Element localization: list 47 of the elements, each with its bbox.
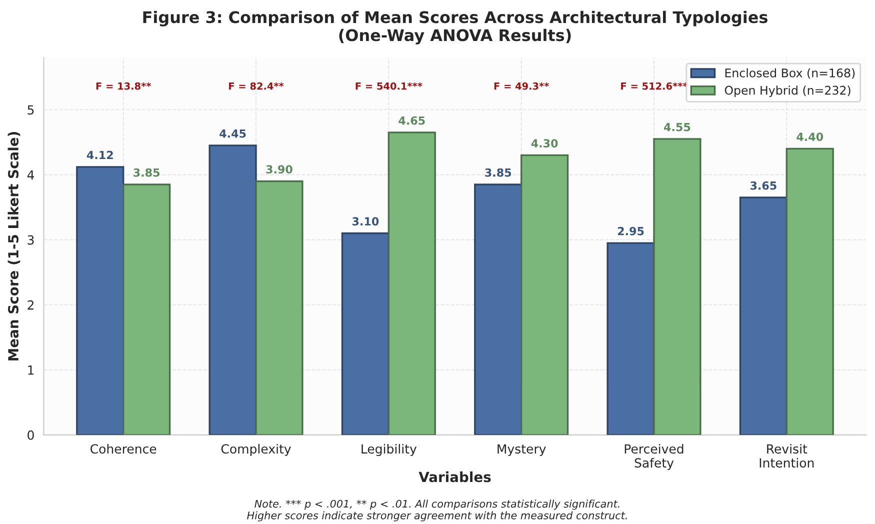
bar xyxy=(786,148,834,435)
annotation: F = 540.1*** xyxy=(356,82,422,90)
annotation: F = 49.3** xyxy=(494,82,549,90)
legend-label: Enclosed Box (n=168) xyxy=(725,68,855,79)
data-label: 3.85 xyxy=(485,168,512,177)
x-tick-label: Legibility xyxy=(362,444,417,456)
x-tick-label: Revisit Intention xyxy=(760,444,814,468)
bar xyxy=(208,144,257,435)
bar xyxy=(76,166,124,435)
x-tick-label: Coherence xyxy=(90,444,156,454)
x-axis-title: Variables xyxy=(418,471,491,482)
data-label: 3.85 xyxy=(134,168,160,177)
annotation: F = 13.8** xyxy=(96,82,152,90)
y-axis-title: Mean Score (1-5 Likert Scale) xyxy=(8,132,20,360)
x-tick-label: Complexity xyxy=(221,444,291,456)
annotation: F = 82.4** xyxy=(229,82,284,90)
bar xyxy=(739,196,788,435)
bar xyxy=(255,180,304,435)
y-tick-label: 3 xyxy=(28,235,34,245)
y-tick-label: 5 xyxy=(28,105,34,115)
legend-label: Open Hybrid (n=232) xyxy=(724,86,850,98)
bar xyxy=(474,184,522,435)
bar xyxy=(606,242,655,435)
data-label: 4.12 xyxy=(86,150,113,160)
data-label: 4.45 xyxy=(220,129,246,138)
bar xyxy=(341,232,390,435)
y-tick-label: 1 xyxy=(28,366,34,375)
data-label: 4.30 xyxy=(531,139,558,148)
x-tick-label: Perceived Safety xyxy=(624,444,684,470)
y-tick-label: 2 xyxy=(28,300,34,310)
bar xyxy=(653,138,702,435)
data-label: 2.95 xyxy=(618,226,644,236)
text: Note. *** p < .001, ** p < .01. All comparisons statistically significant. Higher scores indicate stronger agreement with the measured construct. xyxy=(247,500,627,522)
data-label: 4.55 xyxy=(664,122,690,132)
x-tick-label: Mystery xyxy=(498,444,546,456)
annotation: F = 512.6*** xyxy=(621,82,688,90)
chart-title: Figure 3: Comparison of Mean Scores Across Architectural Typologies (One-Way ANOVA Results) xyxy=(143,10,768,44)
data-label: 4.65 xyxy=(398,116,425,125)
y-tick-label: 0 xyxy=(28,430,34,440)
data-label: 3.90 xyxy=(266,165,292,174)
bar xyxy=(520,154,569,435)
bar xyxy=(122,184,171,435)
data-label: 3.10 xyxy=(352,217,379,226)
data-label: 3.65 xyxy=(750,181,776,190)
bar xyxy=(388,132,436,435)
y-tick-label: 4 xyxy=(27,170,34,180)
data-label: 4.40 xyxy=(796,132,824,141)
